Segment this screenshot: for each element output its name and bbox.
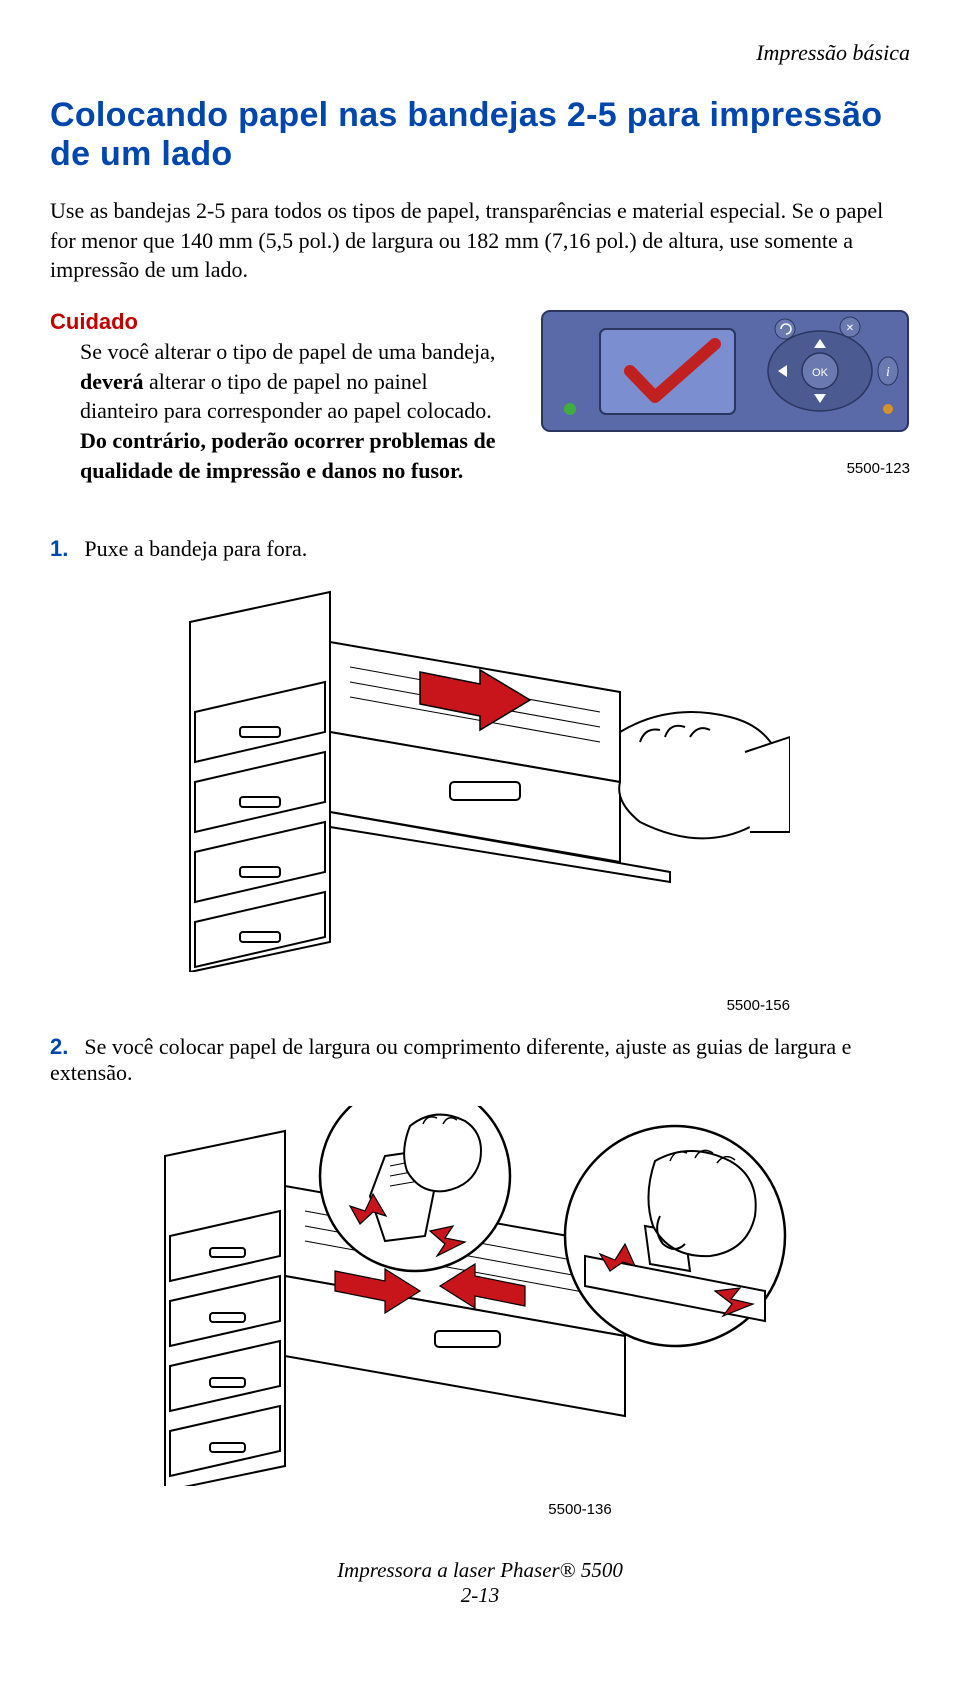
svg-text:✕: ✕: [846, 323, 854, 334]
step-1-num: 1.: [50, 536, 68, 561]
ok-label: OK: [812, 367, 829, 379]
figure-tray-pull: [50, 582, 910, 977]
control-panel-svg: OK ✕ i: [540, 309, 910, 449]
svg-text:i: i: [886, 365, 890, 380]
caution-block: Cuidado Se você alterar o tipo de papel …: [50, 309, 910, 485]
caution-body-bold: deverá: [80, 369, 144, 394]
step-2-num: 2.: [50, 1034, 68, 1059]
adjust-guides-svg: [155, 1106, 805, 1486]
caution-label: Cuidado: [50, 309, 510, 335]
fig1-caption: 5500-156: [50, 997, 910, 1014]
page-footer: Impressora a laser Phaser® 5500 2-13: [50, 1558, 910, 1608]
section-header: Impressão básica: [50, 40, 910, 66]
page-title: Colocando papel nas bandejas 2-5 para im…: [50, 96, 910, 174]
figure-adjust-guides: 5500-136: [50, 1106, 910, 1518]
footer-page-num: 2-13: [50, 1583, 910, 1608]
footer-product: Impressora a laser Phaser® 5500: [50, 1558, 910, 1583]
control-panel-figure: OK ✕ i 5500-123: [540, 309, 910, 477]
caution-text: Cuidado Se você alterar o tipo de papel …: [50, 309, 510, 485]
step-2: 2. Se você colocar papel de largura ou c…: [50, 1034, 910, 1086]
caution-body-bold2: Do contrário, poderão ocorrer problemas …: [80, 428, 496, 483]
step-2-text: Se você colocar papel de largura ou comp…: [50, 1034, 851, 1085]
caution-body-p1: Se você alterar o tipo de papel de uma b…: [80, 339, 495, 364]
intro-paragraph: Use as bandejas 2-5 para todos os tipos …: [50, 196, 910, 285]
step-1: 1. Puxe a bandeja para fora.: [50, 536, 910, 562]
caution-body: Se você alterar o tipo de papel de uma b…: [80, 337, 510, 485]
footer-title-prefix: Impressora a laser Phaser: [337, 1558, 560, 1582]
tray-pull-svg: [170, 582, 790, 972]
step-1-text: Puxe a bandeja para fora.: [84, 536, 307, 561]
footer-registered: ®: [560, 1558, 576, 1582]
panel-caption: 5500-123: [540, 460, 910, 477]
fig2-caption: 5500-136: [250, 1501, 910, 1518]
footer-model: 5500: [576, 1558, 623, 1582]
manual-page: Impressão básica Colocando papel nas ban…: [0, 0, 960, 1638]
